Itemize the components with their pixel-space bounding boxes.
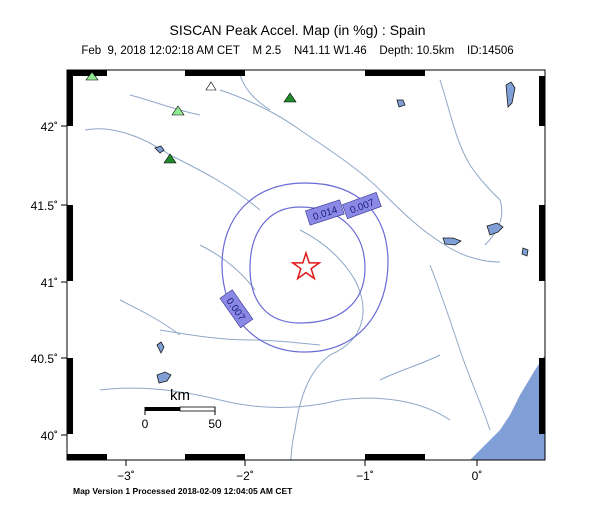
contour-inner — [249, 206, 366, 324]
lon-tick-label: −3˚ — [117, 469, 135, 483]
frame-border-bars — [67, 70, 545, 460]
lat-tick-label: 41.5˚ — [31, 199, 58, 213]
scale-bar: km 0 50 — [142, 387, 222, 431]
stations — [85, 71, 297, 164]
lat-tick-label: 41˚ — [41, 276, 58, 290]
scale-unit: km — [170, 387, 190, 404]
contour-outer — [221, 182, 389, 353]
scale-end: 50 — [208, 417, 222, 431]
map-subtitle: Feb 9, 2018 12:02:18 AM CET M 2.5 N41.11… — [81, 45, 514, 57]
triangle-icon — [85, 71, 99, 81]
triangle-icon — [283, 92, 297, 103]
lat-tick-label: 40.5˚ — [31, 352, 58, 366]
lat-tick-label: 42˚ — [41, 120, 58, 134]
rivers — [84, 74, 503, 461]
star-icon — [290, 250, 322, 281]
lat-ticks — [61, 125, 67, 436]
lakes — [154, 81, 529, 384]
sea-area — [470, 355, 545, 460]
scale-start: 0 — [142, 417, 149, 431]
lon-ticks — [125, 460, 478, 466]
contour-labels: 0.007 0.014 0.007 — [219, 192, 382, 329]
triangle-icon — [205, 81, 217, 91]
triangle-icon — [163, 153, 177, 164]
lon-tick-label: −2˚ — [236, 469, 254, 483]
map-footer: Map Version 1 Processed 2018-02-09 12:04… — [73, 486, 293, 496]
triangle-icon — [171, 105, 185, 116]
lat-tick-label: 40˚ — [41, 429, 58, 443]
map-frame — [66, 69, 546, 461]
lon-tick-label: −1˚ — [356, 469, 374, 483]
map-title: SISCAN Peak Accel. Map (in %g) : Spain — [169, 22, 426, 38]
contour-label-outer: 0.007 — [349, 197, 377, 216]
contours — [221, 182, 389, 353]
lon-tick-label: 0˚ — [472, 469, 483, 483]
